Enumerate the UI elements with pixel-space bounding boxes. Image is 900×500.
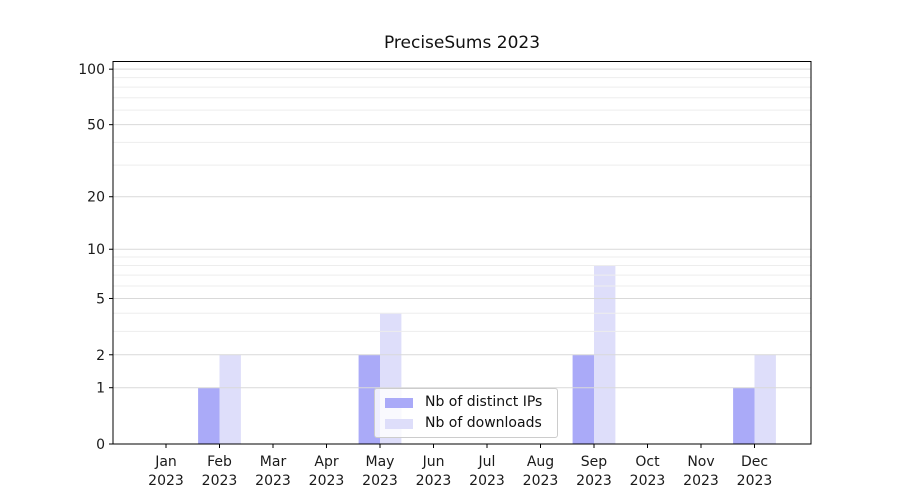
y-tick-label: 5	[96, 291, 105, 307]
minor-gridlines	[113, 77, 811, 332]
x-tick-label-year: 2023	[737, 473, 773, 489]
x-tick-label-month: Aug	[527, 454, 554, 470]
legend-item-distinct-ips: Nb of distinct IPs	[385, 394, 557, 411]
x-tick-label-month: Mar	[260, 454, 287, 470]
x-tick-label-month: Sep	[581, 454, 608, 470]
x-tick-label-year: 2023	[202, 473, 238, 489]
legend-swatch-downloads	[385, 418, 413, 429]
x-tick-label-year: 2023	[255, 473, 291, 489]
x-tick-label-year: 2023	[309, 473, 345, 489]
legend-item-downloads: Nb of downloads	[385, 415, 557, 432]
x-tick-label-month: Apr	[314, 454, 338, 470]
x-tick-label-month: May	[366, 454, 395, 470]
x-tick-label-month: Oct	[635, 454, 660, 470]
x-tick-label-year: 2023	[523, 473, 559, 489]
y-tick-label: 2	[96, 348, 105, 364]
x-tick-label-year: 2023	[576, 473, 612, 489]
bar-feb-s0	[198, 387, 220, 444]
y-tick-label: 20	[87, 190, 105, 206]
legend-label-distinct-ips: Nb of distinct IPs	[425, 394, 543, 410]
axes-spines	[112, 61, 812, 445]
bar-dec-s0	[733, 387, 755, 444]
bar-feb-s1	[219, 354, 241, 444]
x-tick-label-year: 2023	[683, 473, 719, 489]
legend: Nb of distinct IPs Nb of downloads	[374, 388, 558, 438]
y-tick-label: 10	[87, 242, 105, 258]
x-tick-label-year: 2023	[630, 473, 666, 489]
x-tick-label-month: Dec	[741, 454, 768, 470]
bar-sep-s0	[572, 354, 594, 444]
x-tick-label-month: Jan	[154, 454, 177, 470]
legend-label-downloads: Nb of downloads	[425, 415, 542, 431]
major-gridlines	[113, 68, 811, 389]
y-tick-label: 1	[96, 381, 105, 397]
y-tick-label: 100	[78, 62, 105, 78]
y-tick-label: 50	[87, 118, 105, 134]
x-tick-label-month: Feb	[207, 454, 232, 470]
x-tick-label-year: 2023	[362, 473, 398, 489]
x-tick-label-month: Jul	[478, 454, 496, 470]
bar-dec-s1	[754, 354, 776, 444]
chart-title: PreciseSums 2023	[383, 33, 541, 53]
x-tick-label-year: 2023	[416, 473, 452, 489]
bars-series-0	[198, 354, 755, 444]
x-tick-label-year: 2023	[469, 473, 505, 489]
x-tick-label-year: 2023	[148, 473, 184, 489]
x-axis: Jan 2023 Feb 2023 Mar 2023 Apr 2023 May 2023 Jun 20…	[148, 444, 772, 489]
legend-swatch-distinct-ips	[385, 397, 413, 408]
x-tick-label-month: Jun	[422, 454, 445, 470]
y-axis: 0 1 2 5 10 20 50 100	[78, 62, 113, 453]
x-tick-label-month: Nov	[687, 454, 714, 470]
y-tick-label: 0	[96, 437, 105, 453]
